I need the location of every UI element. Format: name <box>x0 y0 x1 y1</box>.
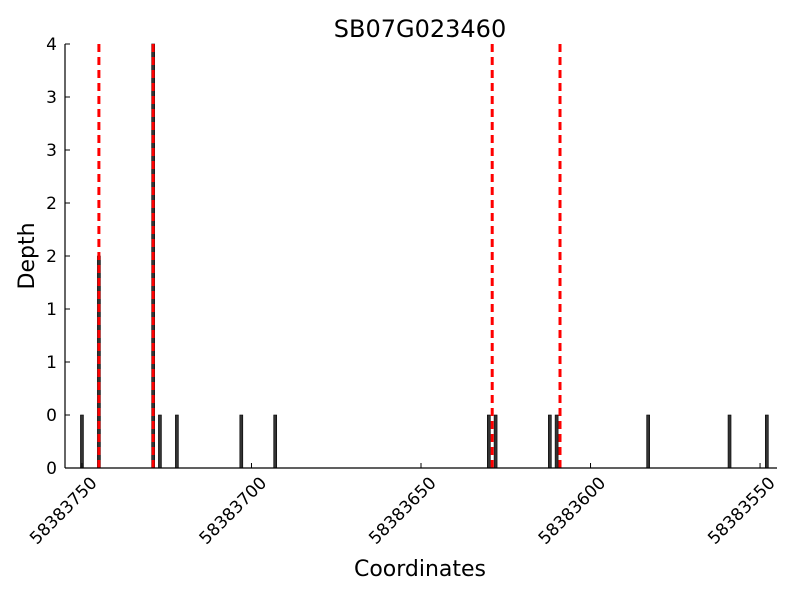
bar-3 <box>158 414 162 469</box>
x-tick-label-0: 58383750 <box>26 473 101 548</box>
y-tick-label-4: 2 <box>46 247 57 267</box>
bar-13 <box>765 414 769 469</box>
reference-lines-layer <box>97 44 562 468</box>
x-axis-label: Coordinates <box>354 557 486 582</box>
y-tick-label-5: 2 <box>46 194 57 214</box>
y-tick-label-1: 0 <box>46 406 57 426</box>
y-tick-label-6: 3 <box>46 141 57 161</box>
y-tick-label-2: 1 <box>46 353 57 373</box>
y-tick-label-0: 0 <box>46 459 57 479</box>
bar-0 <box>80 414 84 469</box>
chart-title: SB07G023460 <box>334 15 506 43</box>
x-tick-label-1: 58383700 <box>196 473 271 548</box>
bar-7 <box>487 414 491 469</box>
bars-layer <box>80 43 769 469</box>
bar-9 <box>548 414 552 469</box>
bar-5 <box>239 414 244 469</box>
y-tick-label-8: 4 <box>46 35 57 55</box>
bar-8 <box>493 414 498 469</box>
x-tick-label-3: 58383600 <box>535 473 610 548</box>
bar-4 <box>175 414 179 469</box>
bar-10 <box>554 414 559 469</box>
x-tick-label-4: 58383550 <box>704 473 779 548</box>
bar-11 <box>646 414 650 469</box>
y-axis-label: Depth <box>15 222 40 289</box>
y-tick-label-3: 1 <box>46 300 57 320</box>
bar-6 <box>273 414 278 469</box>
bar-12 <box>727 414 732 469</box>
y-tick-label-7: 3 <box>46 88 57 108</box>
x-tick-label-2: 58383650 <box>365 473 440 548</box>
axes-layer: 0 0 1 1 2 2 3 3 4 58383750 58383700 58383650 5838360… <box>26 35 779 549</box>
